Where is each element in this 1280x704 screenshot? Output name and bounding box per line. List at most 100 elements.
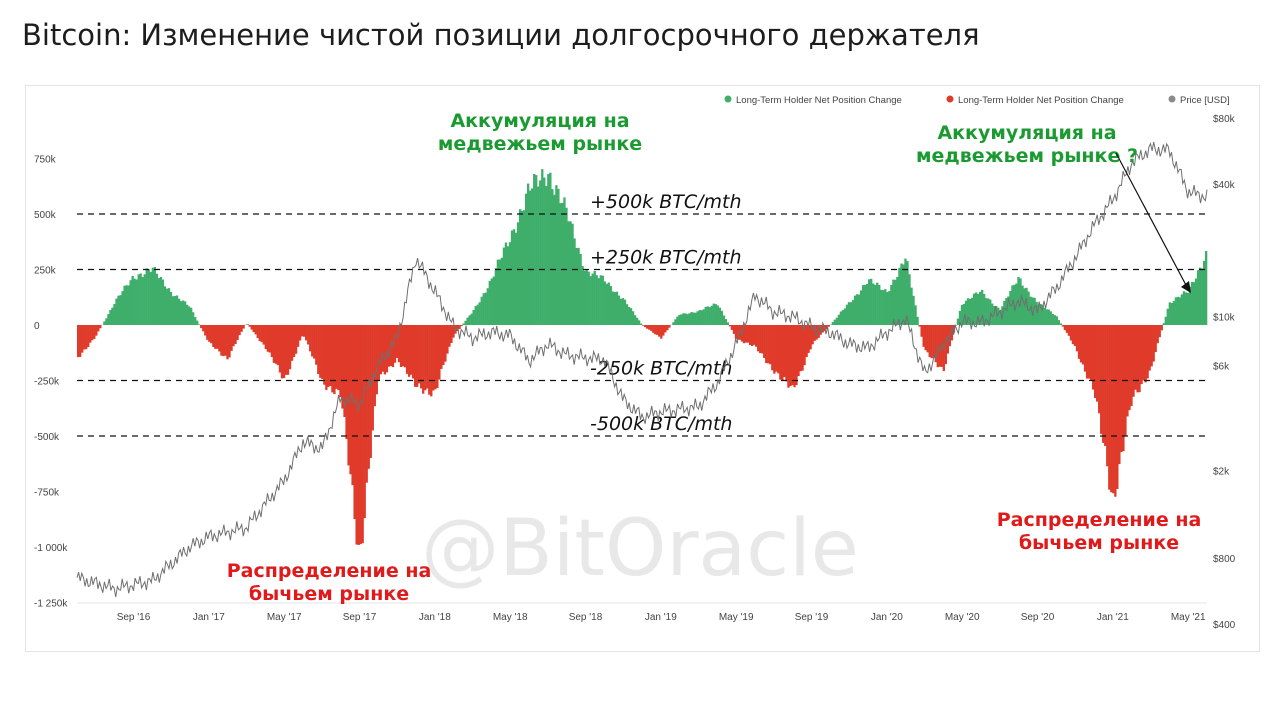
net-position-bar (147, 269, 150, 325)
net-position-bar (226, 325, 229, 360)
net-position-bar (510, 230, 514, 325)
net-position-bar (278, 325, 282, 373)
net-position-bar (422, 325, 425, 394)
net-position-bar (1144, 325, 1147, 383)
net-position-bar (752, 325, 756, 345)
net-position-bar (631, 311, 635, 325)
net-position-bar (317, 325, 320, 375)
x-tick-label: Sep '18 (569, 612, 603, 623)
net-position-bar (1057, 320, 1060, 325)
net-position-bar (305, 325, 308, 341)
y-tick-label: -250k (34, 377, 60, 388)
bars-layer (77, 169, 1208, 545)
net-position-bar (516, 222, 520, 325)
net-position-bar (865, 284, 869, 325)
net-position-bar (1005, 297, 1008, 325)
net-position-bar (167, 288, 171, 325)
net-position-bar (270, 325, 274, 358)
net-position-bar (801, 325, 804, 371)
net-position-bar (607, 282, 611, 325)
net-position-bar (1168, 302, 1171, 325)
net-position-bar (512, 229, 516, 325)
net-position-bar (912, 295, 915, 325)
net-position-bar (252, 325, 255, 333)
net-position-bar (704, 306, 707, 325)
net-position-bar (113, 304, 116, 325)
net-position-bar (922, 325, 925, 347)
net-position-bar (109, 309, 112, 325)
legend-swatch (946, 95, 954, 103)
net-position-bar (95, 325, 98, 336)
net-position-bar (111, 307, 114, 325)
net-position-bar (809, 325, 812, 350)
net-position-bar (654, 325, 657, 335)
net-position-bar (1069, 325, 1073, 341)
net-position-bar (803, 325, 806, 366)
net-position-bar (914, 305, 917, 325)
net-position-bar (976, 293, 980, 325)
net-position-bar (902, 264, 905, 325)
net-position-bar (426, 325, 429, 389)
net-position-bar (859, 290, 863, 325)
net-position-bar (981, 289, 984, 325)
net-position-bar (734, 325, 738, 339)
net-position-bar (617, 295, 621, 325)
net-position-bar (460, 325, 463, 327)
net-position-bar (1065, 325, 1069, 333)
net-position-bar (609, 286, 613, 325)
net-position-bar (294, 325, 298, 354)
net-position-bar (409, 325, 413, 375)
net-position-bar (238, 325, 241, 336)
net-position-bar (795, 325, 798, 386)
net-position-bar (575, 248, 578, 325)
net-position-bar (783, 325, 786, 378)
net-position-bar (672, 322, 675, 325)
net-position-bar (127, 285, 130, 325)
net-position-bar (185, 304, 189, 325)
net-position-bar (765, 325, 768, 364)
annotation-text: бычьем рынке (1019, 532, 1179, 554)
net-position-bar (129, 280, 132, 325)
net-position-bar (894, 279, 897, 325)
net-position-bar (1114, 325, 1117, 497)
net-position-bar (234, 325, 237, 344)
annotation-arrow (1115, 152, 1188, 288)
net-position-bar (298, 325, 302, 341)
net-position-bar (1170, 303, 1173, 325)
net-position-bar (978, 291, 982, 325)
net-position-bar (793, 325, 796, 388)
net-position-bar (375, 325, 378, 395)
net-position-bar (563, 197, 566, 325)
net-position-bar (1178, 297, 1182, 325)
net-position-bar (876, 282, 879, 325)
net-position-bar (216, 325, 219, 349)
net-position-bar (565, 207, 568, 325)
net-position-bar (656, 325, 659, 335)
net-position-bar (159, 276, 163, 325)
net-position-bar (1104, 325, 1107, 446)
x-tick-label: Jan '17 (193, 612, 225, 623)
net-position-bar (484, 292, 487, 325)
net-position-bar (99, 325, 102, 329)
net-position-bar (258, 325, 261, 342)
net-position-bar (290, 325, 294, 361)
net-position-bar (256, 325, 259, 339)
net-position-bar (763, 325, 766, 358)
net-position-bar (549, 172, 552, 325)
net-position-bar (309, 325, 312, 352)
page-title: Bitcoin: Изменение чистой позиции долгос… (22, 18, 980, 52)
net-position-bar (932, 325, 935, 358)
net-position-bar (183, 301, 187, 325)
net-position-bar (593, 270, 596, 325)
net-position-bar (615, 291, 619, 325)
net-position-bar (1172, 301, 1176, 325)
net-position-bar (807, 325, 810, 353)
x-tick-label: Jan '18 (419, 612, 451, 623)
net-position-bar (387, 325, 391, 367)
net-position-bar (817, 325, 820, 338)
net-position-bar (1156, 325, 1159, 344)
net-position-bar (968, 298, 972, 325)
net-position-bar (726, 322, 730, 325)
y-tick-label: -1 250k (34, 599, 68, 610)
net-position-bar (676, 316, 679, 325)
